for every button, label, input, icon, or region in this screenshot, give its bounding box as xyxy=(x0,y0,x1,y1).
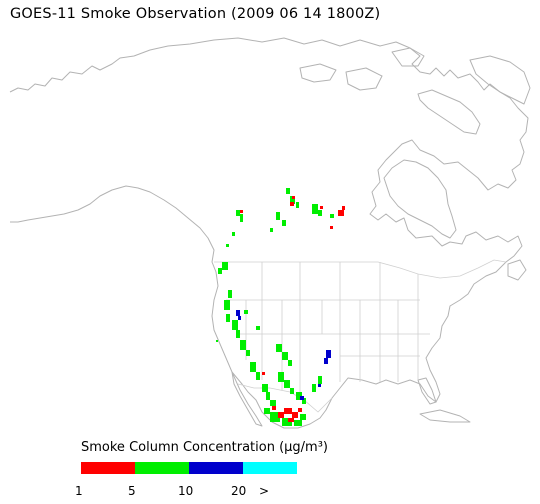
legend-tick-label: 5 xyxy=(128,484,136,498)
arctic-island-mid-outline xyxy=(345,67,383,91)
legend-bin-20-plus xyxy=(243,462,297,474)
map-title: GOES-11 Smoke Observation (2009 06 14 18… xyxy=(10,6,381,22)
hudson-bay-outline xyxy=(383,159,457,239)
legend-tick-label: 20 xyxy=(231,484,247,498)
legend-bin-5-10 xyxy=(135,462,189,474)
arctic-island-north-outline xyxy=(391,47,425,67)
legend-bin-1-5 xyxy=(81,462,135,474)
greenland-outline xyxy=(469,55,531,105)
smoke-green-pixels xyxy=(216,188,334,426)
smoke-red-pixels xyxy=(240,196,345,422)
florida-outline xyxy=(417,377,437,405)
legend-tick-label: 1 xyxy=(75,484,83,498)
us-canada-border xyxy=(214,259,507,279)
legend-tick-label: > xyxy=(259,484,270,498)
baffin-island-outline xyxy=(417,89,481,135)
arctic-island-west-outline xyxy=(299,63,337,83)
legend-title: Smoke Column Concentration (µg/m³) xyxy=(81,440,328,455)
baja-peninsula-outline xyxy=(231,371,263,427)
cuba-outline xyxy=(419,409,471,423)
legend-tick-label: 10 xyxy=(178,484,194,498)
smoke-blue-pixels xyxy=(236,310,331,400)
legend-bin-10-20 xyxy=(189,462,243,474)
newfoundland-outline xyxy=(507,259,527,281)
smoke-pixel-layer xyxy=(216,188,345,426)
legend-colorbar xyxy=(81,462,297,474)
us-mexico-border xyxy=(237,383,333,413)
coastline-outline xyxy=(9,37,529,429)
